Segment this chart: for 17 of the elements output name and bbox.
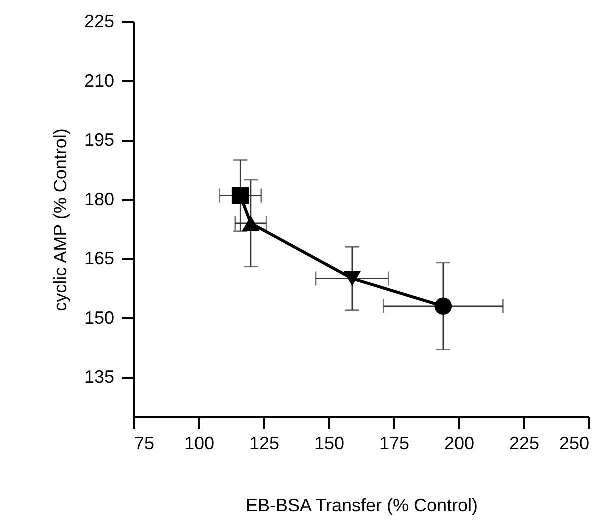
y-axis-title: cyclic AMP (% Control) xyxy=(50,128,70,312)
y-tick-label: 165 xyxy=(84,248,114,268)
x-tick-label: 225 xyxy=(509,434,540,454)
x-axis-title: EB-BSA Transfer (% Control) xyxy=(246,496,478,516)
x-tick-label: 100 xyxy=(184,434,215,454)
x-tick-label: 250 xyxy=(559,434,590,454)
y-tick-label: 135 xyxy=(84,367,114,387)
y-tick-label: 180 xyxy=(84,189,114,210)
x-tick-label: 150 xyxy=(314,434,345,454)
x-tick-label: 200 xyxy=(444,434,475,454)
y-tick-label: 150 xyxy=(84,308,114,328)
x-tick-label: 125 xyxy=(249,434,280,454)
x-tick-label: 75 xyxy=(134,434,155,454)
y-tick-label: 195 xyxy=(84,130,114,150)
y-tick-label: 225 xyxy=(84,12,114,32)
y-tick-label: 210 xyxy=(84,70,114,91)
x-tick-label: 175 xyxy=(379,434,410,454)
